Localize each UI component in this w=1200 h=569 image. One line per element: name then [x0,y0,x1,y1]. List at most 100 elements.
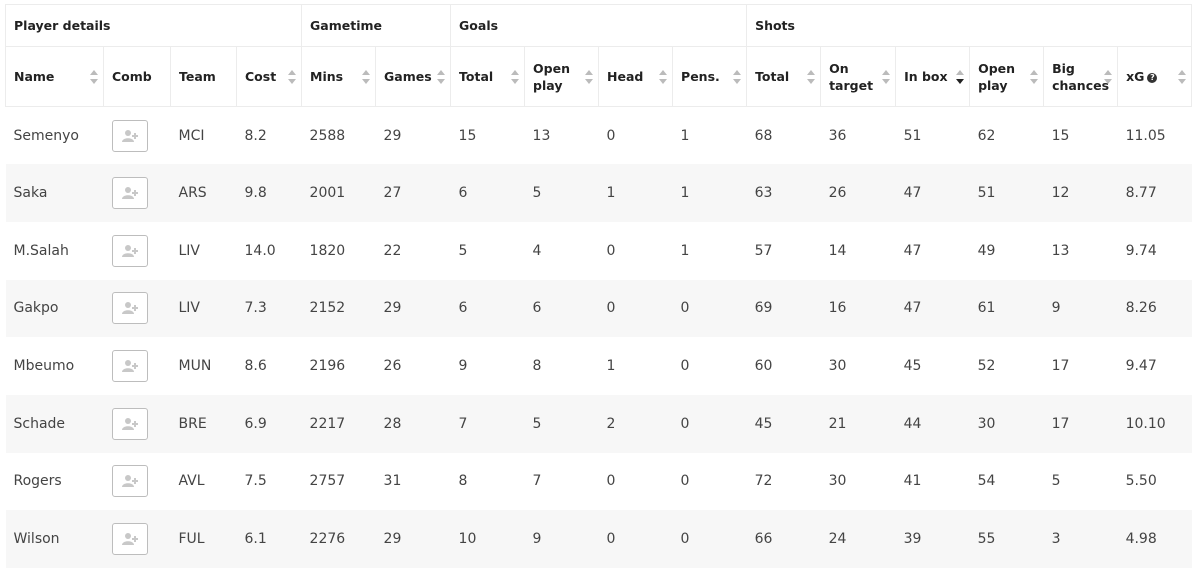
table-cell: 9 [458,358,468,375]
table-cell: 41 [903,473,922,490]
sort-arrows[interactable] [733,69,742,85]
column-label: Open play [978,60,1016,93]
column-header[interactable]: Head [598,46,674,107]
column-label: On target [829,60,874,93]
add-player-icon [121,302,138,315]
column-header: Team [170,46,237,107]
sort-down [1178,78,1187,84]
table-cell: MCI [178,127,205,144]
table-cell: 0 [598,510,673,568]
sort-down [362,78,371,84]
add-player-icon [121,417,138,430]
table-cell: 60 [754,358,773,375]
sort-arrows[interactable] [437,69,446,85]
table-cell: LIV [170,279,237,338]
table-cell: 0 [598,279,673,338]
table-cell: 1 [680,127,690,144]
sort-down [288,78,297,84]
table-cell: 13 [532,127,551,144]
table-cell: 5 [1051,473,1061,490]
table-cell: 8.6 [244,358,267,375]
sort-arrows[interactable] [1030,69,1039,85]
group-header-row: Player details Gametime Goals Shots [4,4,1193,47]
sort-down [511,78,520,84]
column-header[interactable]: In box [895,46,971,107]
table-cell: 15 [458,127,477,144]
table-cell: 0 [672,510,747,568]
table-row: Rogers AVL 7.5 2757 31 8 7 0 0 72 30 41 54 5 5.50 [6,453,1192,511]
column-header[interactable]: Cost [235,46,303,107]
sort-down [882,78,891,84]
table-cell: BRE [170,394,237,453]
sort-arrows[interactable] [882,69,891,85]
table-cell: 6.1 [236,510,302,568]
add-player-icon [121,533,138,546]
column-header[interactable]: Name [5,46,104,107]
column-label: In box [904,69,948,84]
table-cell: AVL [178,473,205,490]
column-header[interactable]: On target [820,46,897,107]
table-cell: 0 [672,394,747,453]
compare-button[interactable] [111,177,148,210]
compare-button[interactable] [111,119,148,152]
table-cell: 36 [828,127,847,144]
table-cell: 45 [903,358,922,375]
column-header: Comb [103,46,171,107]
compare-button[interactable] [111,292,148,325]
table-cell: 2217 [301,394,376,453]
sort-up [1178,69,1187,75]
sort-arrows[interactable] [1104,69,1113,85]
sort-arrows[interactable] [90,69,98,85]
sort-arrows[interactable] [288,69,297,85]
table-cell: 5 [524,394,599,453]
table-cell: 55 [969,510,1044,568]
table-cell: 1 [680,242,690,259]
compare-button[interactable] [111,234,148,267]
table-cell: 0 [606,473,616,490]
column-label: Mins [310,69,344,84]
sort-arrows[interactable] [585,69,594,85]
column-header[interactable]: Total [746,46,822,107]
compare-button[interactable] [111,407,148,440]
column-header[interactable]: Big chances [1043,46,1119,107]
table-cell: 7 [450,394,525,453]
table-cell: 13 [1051,242,1070,259]
table-cell: 1 [606,358,616,375]
table-cell: 2 [598,394,673,453]
sort-arrows[interactable] [1178,69,1187,85]
column-header[interactable]: Total [450,46,526,107]
sort-arrows[interactable] [956,69,965,85]
table-cell: 68 [754,127,773,144]
column-header[interactable]: xG? [1117,46,1193,107]
sort-arrows[interactable] [511,69,520,85]
table-cell: 7.5 [244,473,267,490]
sort-up [362,69,371,75]
column-header[interactable]: Pens. [672,46,748,107]
table-cell: 29 [375,510,451,568]
sort-down [1030,78,1039,84]
help-icon[interactable]: ? [1147,72,1158,83]
column-header[interactable]: Games [375,46,452,107]
table-cell: 8 [458,473,468,490]
table-cell: 8.2 [244,127,267,144]
column-label: Name [14,69,55,84]
column-header[interactable]: Mins [301,46,377,107]
compare-button[interactable] [111,350,148,383]
column-header[interactable]: Open play [969,46,1045,107]
stats-table: Player details Gametime Goals Shots Name Com… [4,4,1193,568]
comb-cell [104,337,171,395]
column-label: Big chances [1052,60,1110,93]
sort-down [956,78,965,84]
table-cell: 52 [977,358,996,375]
table-cell: 10.10 [1117,394,1192,453]
column-label: Total [459,69,494,84]
table-cell: 51 [903,127,922,144]
sort-arrows[interactable] [362,69,371,85]
sort-arrows[interactable] [659,69,668,85]
column-header[interactable]: Open play [524,46,600,107]
sort-arrows[interactable] [807,69,816,85]
table-cell: 9.74 [1125,242,1157,259]
compare-button[interactable] [111,465,148,498]
compare-button[interactable] [111,523,148,556]
table-cell: 9.8 [236,164,302,222]
